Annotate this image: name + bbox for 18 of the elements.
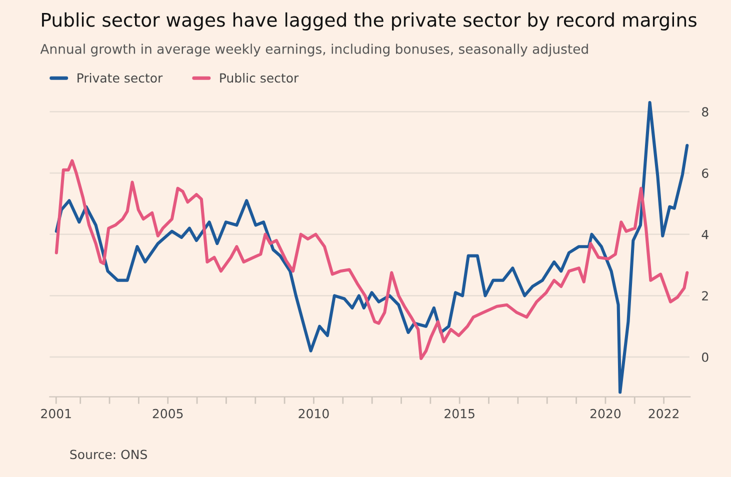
y-tick-label: 0 <box>702 352 708 362</box>
x-tick-label: 2015 <box>444 408 474 418</box>
y-tick-label: 4 <box>702 230 708 240</box>
line-series <box>54 100 689 394</box>
y-tick-label: 6 <box>702 168 708 178</box>
source-note: Source: ONS <box>70 450 147 460</box>
legend-label: Private sector <box>78 73 163 83</box>
legend-label: Public sector <box>220 73 299 83</box>
x-tick-label: 2001 <box>41 408 71 418</box>
x-tick-label: 2010 <box>298 408 329 418</box>
chart-subtitle: Annual growth in average weekly earnings, including bonuses, seasonally adjusted <box>40 44 588 56</box>
chart-title: Public sector wages have lagged the private sector by record margins <box>42 12 696 31</box>
x-tick-label: 2020 <box>590 408 621 418</box>
x-tick-label: 2005 <box>152 408 183 418</box>
y-tick-label: 2 <box>702 291 708 300</box>
y-tick-label: 8 <box>702 107 708 117</box>
line-series <box>54 159 689 360</box>
x-tick-label: 2022 <box>648 408 678 418</box>
